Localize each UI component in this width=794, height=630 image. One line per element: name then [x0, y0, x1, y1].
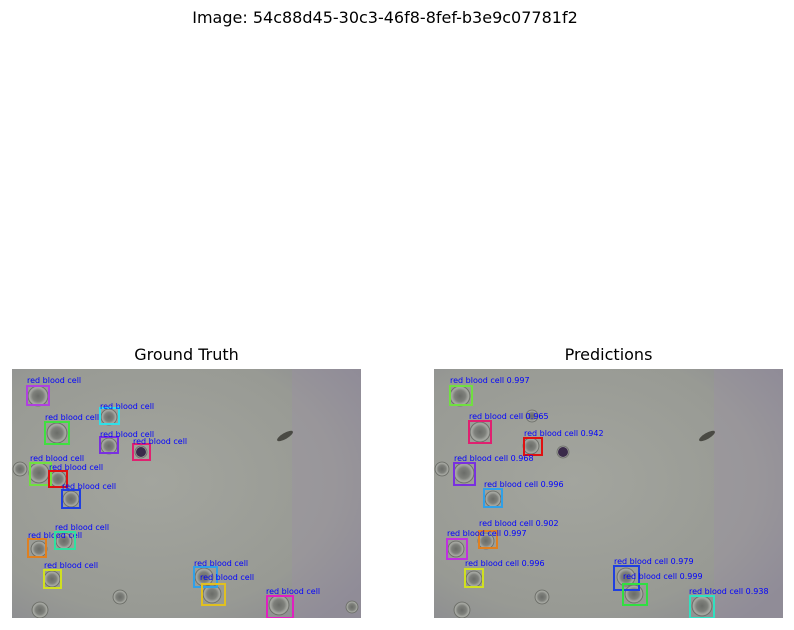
prediction-box-label: red blood cell 0.997 — [447, 529, 527, 538]
ground-truth-bounding-box — [44, 421, 70, 445]
prediction-box-label: red blood cell 0.979 — [614, 557, 694, 566]
ground-truth-box-label: red blood cell — [44, 561, 98, 570]
prediction-bounding-box — [523, 437, 543, 456]
ground-truth-box-label: red blood cell — [45, 413, 99, 422]
ground-truth-title: Ground Truth — [134, 345, 239, 364]
dark-streak — [699, 430, 715, 442]
ground-truth-bounding-box — [99, 436, 119, 454]
ground-truth-box-label: red blood cell — [49, 463, 103, 472]
stained-cell — [136, 447, 146, 457]
red-blood-cell — [27, 385, 49, 407]
ground-truth-bounding-box — [43, 569, 62, 589]
prediction-bounding-box — [468, 420, 492, 444]
ground-truth-bounding-box — [193, 566, 218, 588]
ground-truth-box-label: red blood cell — [133, 437, 187, 446]
ground-truth-box-label: red blood cell — [100, 430, 154, 439]
red-blood-cell — [100, 408, 118, 426]
prediction-box-label: red blood cell 0.999 — [623, 572, 703, 581]
prediction-box-label: red blood cell 0.996 — [465, 559, 545, 568]
red-blood-cell — [453, 462, 475, 484]
ground-truth-box-label: red blood cell — [266, 587, 320, 596]
red-blood-cell — [62, 490, 80, 508]
ground-truth-box-label: red blood cell — [100, 402, 154, 411]
ground-truth-bounding-box — [27, 538, 47, 558]
prediction-bounding-box — [613, 565, 640, 591]
dark-streak — [277, 430, 293, 442]
ground-truth-bounding-box — [54, 531, 76, 550]
predictions-image: red blood cell 0.997 red blood cell 0.965… — [434, 369, 783, 618]
red-blood-cell — [100, 437, 118, 455]
red-blood-cell — [28, 462, 50, 484]
prediction-box-label: red blood cell 0.997 — [450, 376, 530, 385]
red-blood-cell — [616, 567, 636, 587]
ground-truth-bounding-box — [29, 462, 52, 486]
ground-truth-bounding-box — [266, 595, 294, 618]
ground-truth-bounding-box — [201, 583, 226, 606]
prediction-bounding-box — [453, 462, 476, 486]
prediction-bounding-box — [478, 530, 498, 549]
red-blood-cell — [31, 601, 49, 618]
prediction-bounding-box — [483, 488, 503, 508]
prediction-box-label: red blood cell 0.968 — [454, 454, 534, 463]
ground-truth-box-label: red blood cell — [194, 559, 248, 568]
red-blood-cell — [522, 437, 540, 455]
red-blood-cell — [345, 600, 359, 614]
red-blood-cell — [434, 461, 450, 477]
red-blood-cell — [12, 461, 28, 477]
red-blood-cell — [465, 570, 483, 588]
red-blood-cell — [534, 589, 550, 605]
ground-truth-bounding-box — [61, 489, 81, 509]
red-blood-cell — [268, 594, 290, 616]
red-blood-cell — [449, 385, 471, 407]
red-blood-cell — [112, 589, 128, 605]
prediction-box-label: red blood cell 0.938 — [689, 587, 769, 596]
prediction-box-label: red blood cell 0.942 — [524, 429, 604, 438]
ground-truth-box-label: red blood cell — [27, 376, 81, 385]
ground-truth-bounding-box — [132, 443, 151, 461]
ground-truth-image: red blood cell red blood cell red blood ce… — [12, 369, 361, 618]
red-blood-cell — [624, 584, 644, 604]
prediction-bounding-box — [449, 385, 473, 406]
prediction-box-label: red blood cell 0.902 — [479, 519, 559, 528]
ground-truth-bounding-box — [99, 407, 120, 425]
prediction-bounding-box — [689, 595, 715, 618]
red-blood-cell — [453, 601, 471, 618]
red-blood-cell — [43, 570, 61, 588]
ground-truth-box-label: red blood cell — [200, 573, 254, 582]
prediction-box-label: red blood cell 0.996 — [484, 480, 564, 489]
ground-truth-bounding-box — [48, 470, 68, 488]
predictions-title: Predictions — [564, 345, 653, 364]
ground-truth-box-label: red blood cell — [62, 482, 116, 491]
prediction-box-label: red blood cell 0.965 — [469, 412, 549, 421]
red-blood-cell — [469, 421, 491, 443]
red-blood-cell — [447, 540, 465, 558]
prediction-bounding-box — [622, 583, 648, 606]
red-blood-cell — [525, 409, 539, 423]
prediction-bounding-box — [464, 568, 484, 588]
red-blood-cell — [30, 540, 48, 558]
red-blood-cell — [46, 422, 68, 444]
figure-title: Image: 54c88d45-30c3-46f8-8fef-b3e9c0778… — [192, 8, 578, 27]
ground-truth-box-label: red blood cell — [30, 454, 84, 463]
prediction-bounding-box — [446, 538, 468, 560]
red-blood-cell — [484, 490, 502, 508]
stained-cell — [558, 447, 568, 457]
red-blood-cell — [691, 595, 713, 617]
ground-truth-bounding-box — [26, 385, 50, 406]
ground-truth-box-label: red blood cell — [55, 523, 109, 532]
